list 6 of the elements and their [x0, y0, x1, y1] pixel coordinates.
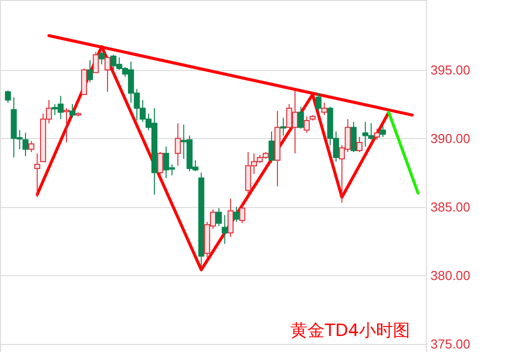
annotation: 黄金TD4小时图 [290, 321, 410, 341]
y-tick-label: 375.00 [430, 336, 470, 352]
y-tick-label: 395.00 [430, 62, 470, 78]
y-tick-label: 385.00 [430, 199, 470, 214]
y-tick-label: 390.00 [430, 130, 470, 146]
y-tick-label: 380.00 [430, 268, 470, 283]
